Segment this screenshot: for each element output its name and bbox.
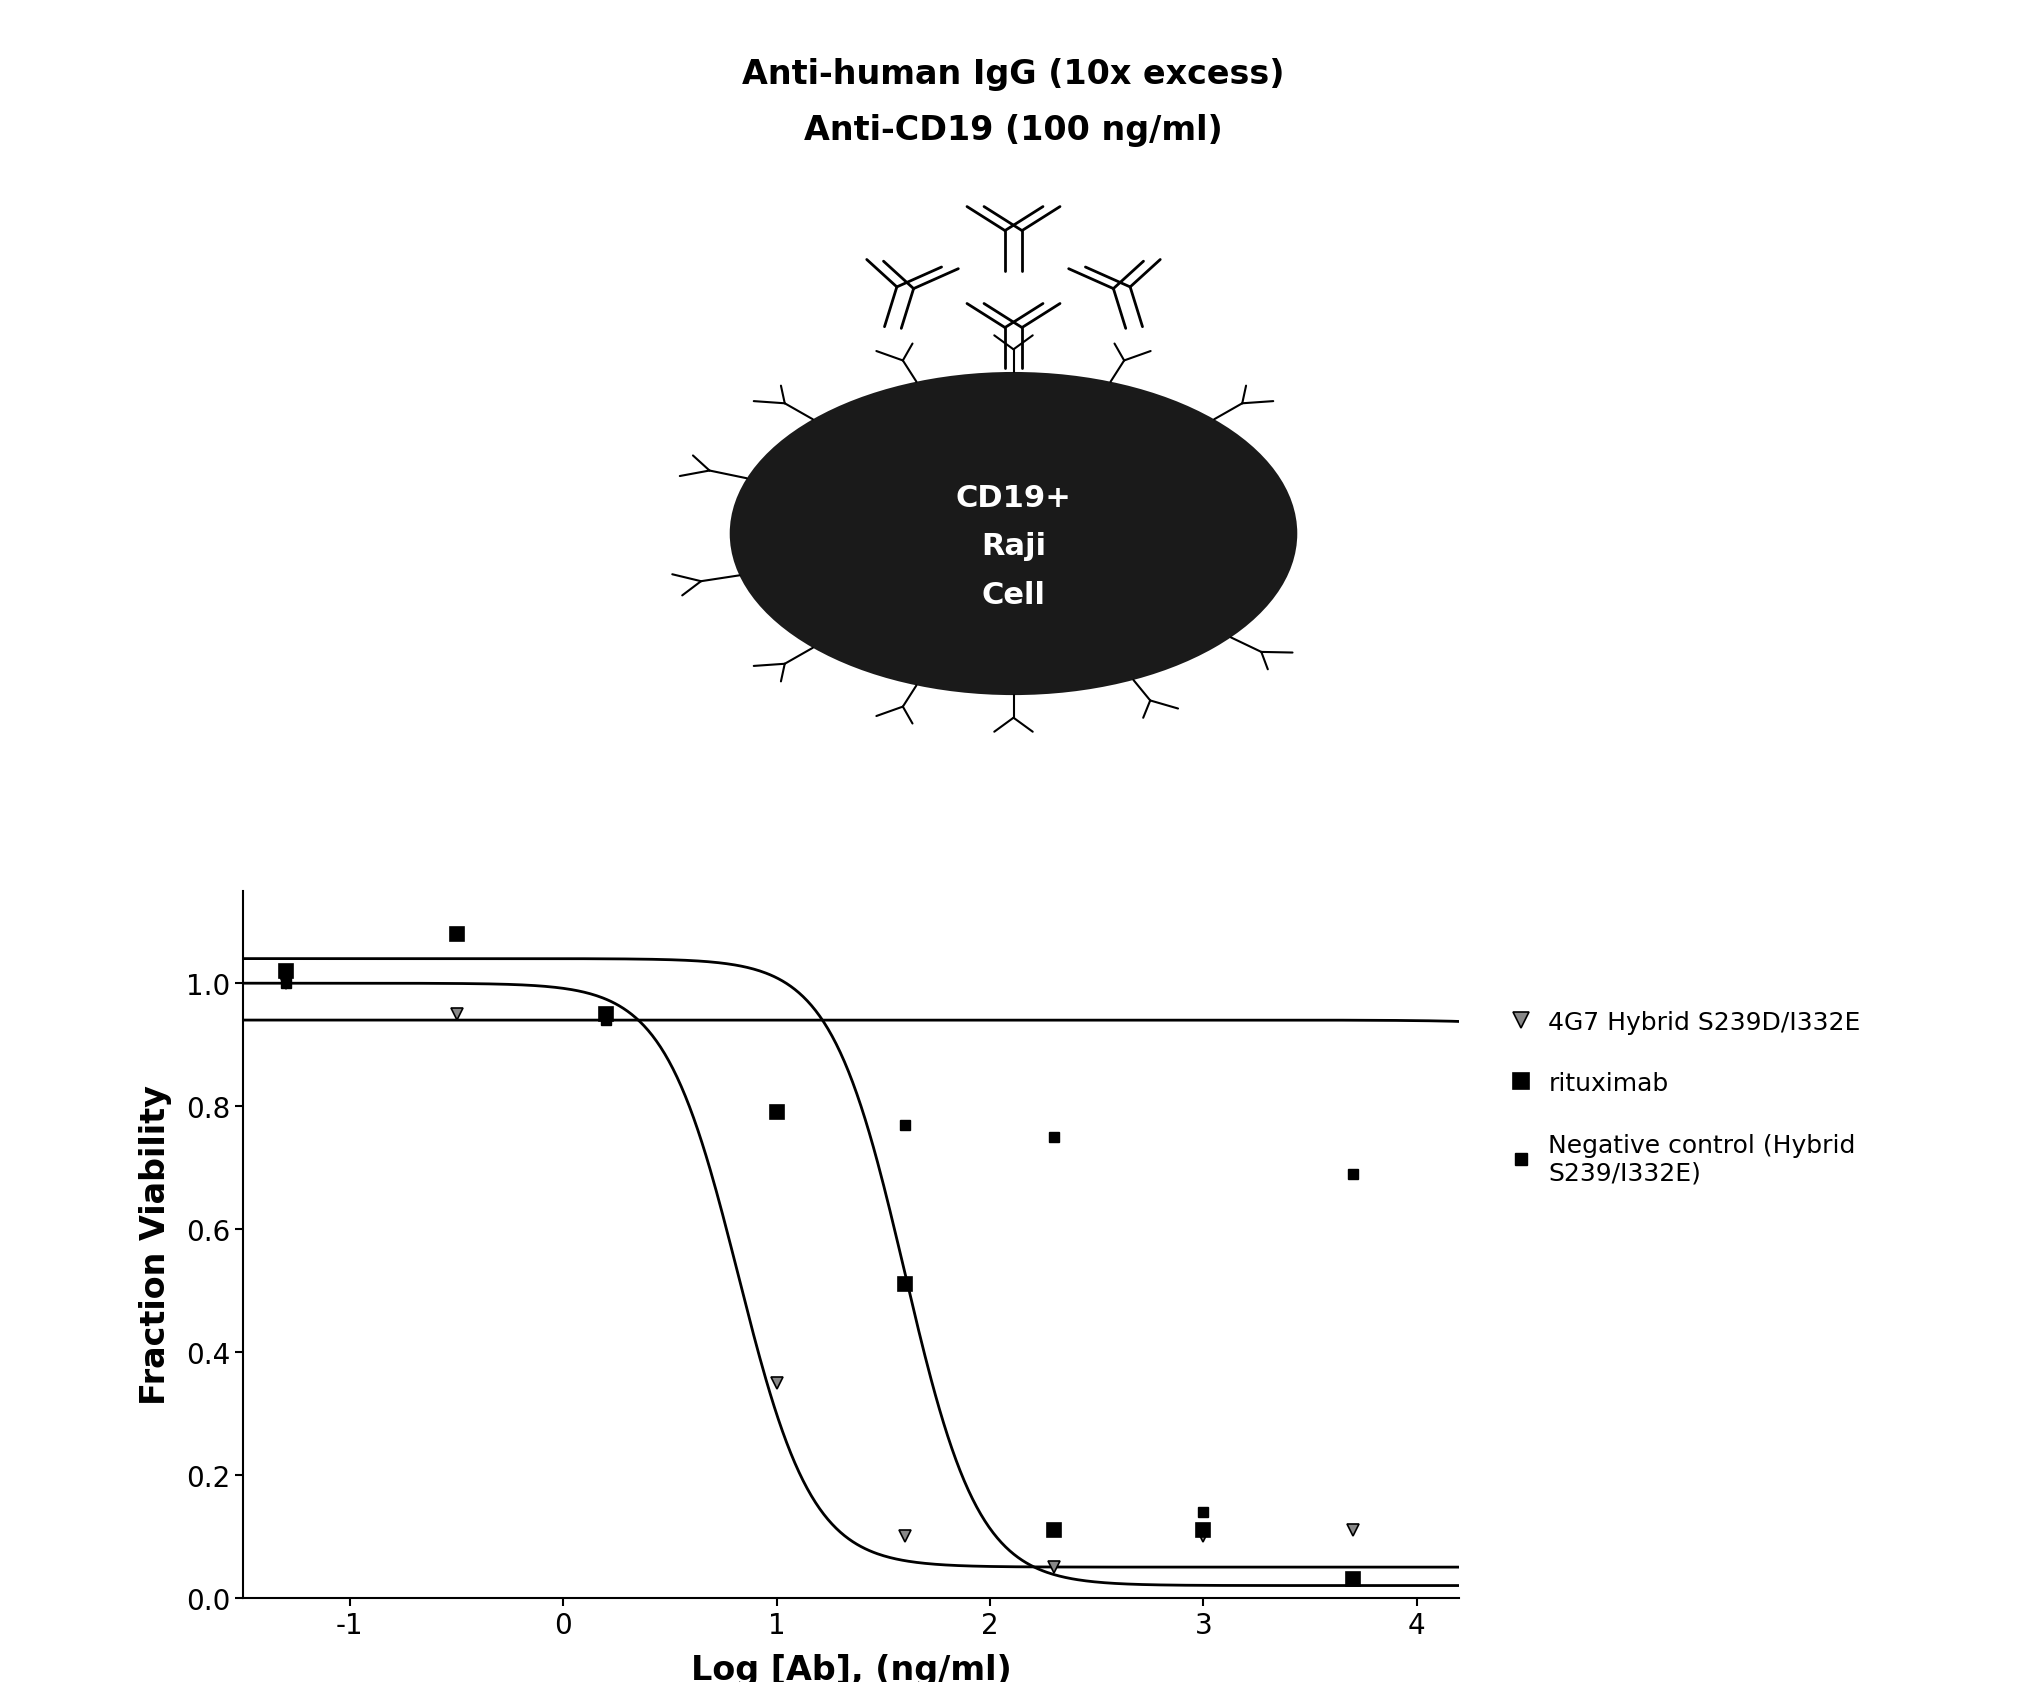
X-axis label: Log [Ab], (ng/ml): Log [Ab], (ng/ml) (691, 1653, 1011, 1682)
Text: Cell: Cell (981, 580, 1046, 609)
Circle shape (730, 373, 1297, 696)
Y-axis label: Fraction Viability: Fraction Viability (138, 1085, 172, 1404)
Text: Raji: Raji (981, 532, 1046, 560)
Text: CD19+: CD19+ (955, 483, 1072, 513)
Text: Anti-CD19 (100 ng/ml): Anti-CD19 (100 ng/ml) (805, 114, 1222, 148)
Legend: 4G7 Hybrid S239D/I332E, rituximab, Negative control (Hybrid
S239/I332E): 4G7 Hybrid S239D/I332E, rituximab, Negat… (1508, 1009, 1861, 1184)
Text: Anti-human IgG (10x excess): Anti-human IgG (10x excess) (742, 57, 1285, 91)
